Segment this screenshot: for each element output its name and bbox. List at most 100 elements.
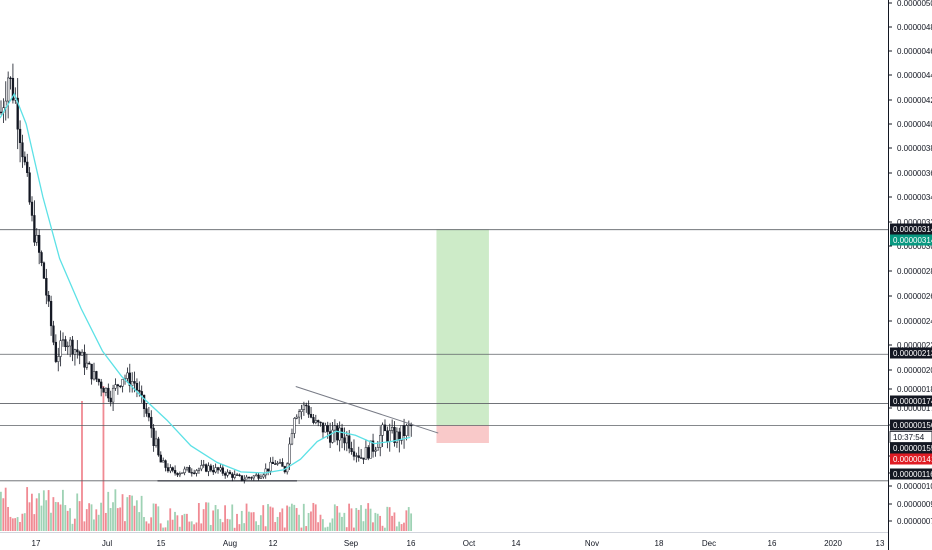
candle-body xyxy=(297,411,301,418)
candle-body xyxy=(49,300,53,327)
candle-body xyxy=(312,417,315,423)
position-tool[interactable] xyxy=(436,229,489,443)
volume-bar xyxy=(276,516,279,531)
candle-body xyxy=(181,472,184,474)
volume-bar xyxy=(50,512,52,531)
candle-body xyxy=(309,413,313,418)
volume-bar xyxy=(331,518,334,531)
candle-body xyxy=(259,476,263,479)
candle-body xyxy=(212,470,215,473)
horizontal-levels[interactable] xyxy=(0,229,888,482)
candle-body xyxy=(252,475,255,479)
price-tag-bg xyxy=(890,453,932,465)
volume-bar xyxy=(78,501,81,531)
volume-bar xyxy=(57,502,60,531)
candle-body xyxy=(200,465,203,470)
candle-body xyxy=(61,339,65,341)
candle-body xyxy=(59,340,62,357)
y-tick-label: 0.00000480 xyxy=(897,23,932,32)
volume-bar xyxy=(112,502,114,531)
candle-body xyxy=(152,427,155,446)
candle-body xyxy=(71,339,74,355)
candle-body xyxy=(214,467,217,473)
candle-body xyxy=(255,474,258,477)
price-tags: 0.00000314 0.00000314 0.00000213 0.00000174… xyxy=(889,223,932,480)
volume-bar xyxy=(257,524,260,531)
volume-bar xyxy=(374,512,377,531)
volume-bar xyxy=(314,504,317,531)
candle-body xyxy=(204,464,208,472)
candle-body xyxy=(338,427,341,441)
volume-bar xyxy=(42,490,45,531)
volume-bar xyxy=(283,527,286,531)
candle-body xyxy=(288,443,291,465)
candle-body xyxy=(185,467,189,470)
candle-body xyxy=(40,252,43,263)
x-tick-label: Dec xyxy=(702,539,716,548)
candle-body xyxy=(278,462,282,464)
candle-body xyxy=(102,388,105,393)
volume-bar xyxy=(221,522,224,531)
candle-body xyxy=(219,467,222,471)
price-tag-bg xyxy=(890,234,932,246)
volume-bar xyxy=(16,517,19,531)
candle-body xyxy=(271,461,275,465)
volume-bar xyxy=(212,510,215,531)
candle-body xyxy=(164,460,167,468)
volume-bar xyxy=(338,512,341,531)
moving-average-line xyxy=(0,92,411,474)
candle-body xyxy=(276,462,279,465)
candle-body xyxy=(207,465,210,472)
candle-body xyxy=(66,345,69,348)
candle-body xyxy=(300,409,303,412)
volume-bar xyxy=(71,523,74,531)
price-tag-label: 0.00000314 xyxy=(893,236,932,245)
x-axis[interactable]: 17 Jul 15 Aug 12 Sep 16 Oct 14 Nov 18 Dec 16 2020 13 xyxy=(32,539,885,548)
volume-bar xyxy=(395,526,398,531)
candle-body xyxy=(290,433,294,445)
candle-body xyxy=(317,420,320,423)
volume-bar xyxy=(376,513,379,531)
candle-body xyxy=(295,416,298,419)
volume-bar xyxy=(345,527,348,531)
volume-bar xyxy=(250,512,253,531)
y-tick-label: 0.00000185 xyxy=(897,385,932,394)
volume-bar xyxy=(302,503,305,531)
candle-body xyxy=(209,465,213,471)
volume-bar xyxy=(88,503,91,531)
volume-bar xyxy=(350,508,353,531)
y-tick-label: 0.00000220 xyxy=(897,341,932,350)
volume-bar xyxy=(310,511,312,531)
volume-bar xyxy=(228,519,231,531)
price-tag-label: 0.00000213 xyxy=(893,349,932,358)
volume-bar xyxy=(9,516,12,531)
volume-bar xyxy=(2,498,5,531)
candle-body xyxy=(23,156,27,163)
candle-body xyxy=(92,371,96,380)
volume-bar xyxy=(35,498,38,531)
volume-bar xyxy=(128,495,131,531)
candle-body xyxy=(28,172,31,203)
volume-bar xyxy=(155,503,157,531)
y-tick-label: 0.00000460 xyxy=(897,47,932,56)
volume-bar xyxy=(281,508,284,531)
candle-body xyxy=(104,387,108,393)
volume-bar xyxy=(145,521,148,531)
candle-body xyxy=(76,349,79,353)
volume-bar xyxy=(248,511,250,531)
volume-bar xyxy=(38,493,40,531)
volume-bar xyxy=(186,513,188,531)
candle-body xyxy=(293,418,296,434)
volume-bar xyxy=(31,493,33,531)
volume-bar xyxy=(28,502,31,531)
candle-body xyxy=(307,405,310,415)
candle-body xyxy=(100,381,103,389)
trendline[interactable] xyxy=(295,385,439,434)
x-tick-label: 17 xyxy=(32,539,41,548)
candle-body xyxy=(135,383,139,391)
volume-bar xyxy=(114,489,117,531)
candle-body xyxy=(54,341,58,362)
volume-bar xyxy=(288,506,291,531)
candle-body xyxy=(235,474,239,476)
